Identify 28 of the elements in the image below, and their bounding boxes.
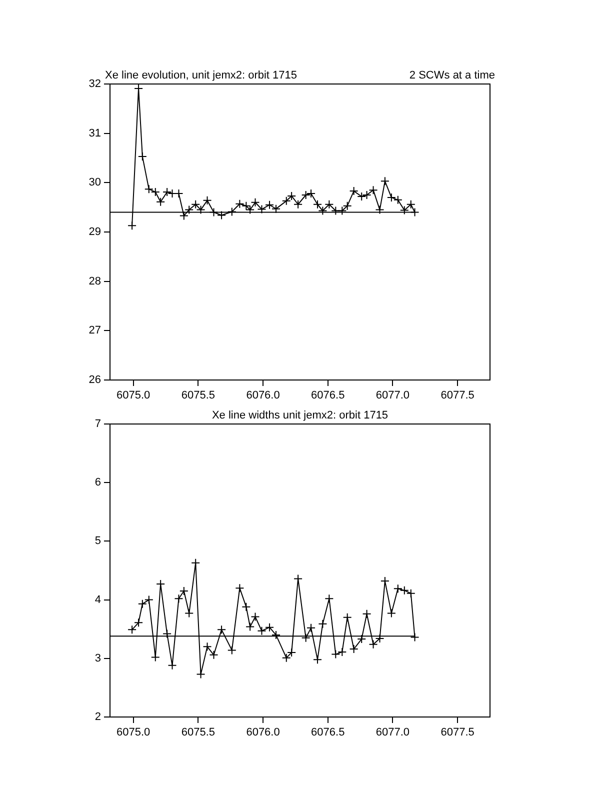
x-tick-label: 6076.5 — [311, 726, 345, 739]
chart-title: Xe line evolution, unit jemx2: orbit 1715 — [105, 70, 298, 82]
y-tick-label: 6 — [94, 476, 101, 489]
x-tick-label: 6075.0 — [116, 726, 150, 739]
x-tick-label: 6076.0 — [246, 726, 280, 739]
x-tick-label: 6076.5 — [311, 390, 345, 402]
y-tick-label: 4 — [94, 594, 101, 606]
y-tick-label: 2 — [94, 711, 101, 724]
y-tick-label: 26 — [88, 374, 101, 386]
y-tick-label: 3 — [94, 652, 101, 664]
x-tick-label: 6075.0 — [116, 390, 150, 402]
y-tick-label: 27 — [88, 324, 101, 337]
y-tick-label: 7 — [94, 418, 101, 430]
y-tick-label: 32 — [88, 78, 101, 90]
x-tick-label: 6077.0 — [376, 726, 410, 739]
y-tick-label: 28 — [88, 275, 101, 288]
y-tick-label: 30 — [88, 176, 101, 189]
y-tick-label: 5 — [94, 535, 101, 548]
y-tick-label: 29 — [88, 226, 101, 238]
x-tick-label: 6076.0 — [246, 390, 280, 402]
chart-subtitle: 2 SCWs at a time — [409, 70, 495, 82]
x-tick-label: 6077.5 — [440, 390, 474, 402]
y-tick-label: 31 — [88, 127, 101, 140]
x-tick-label: 6075.5 — [181, 726, 216, 739]
x-tick-label: 6077.5 — [440, 726, 474, 739]
chart-title: Xe line widths unit jemx2: orbit 1715 — [212, 410, 388, 422]
x-tick-label: 6077.0 — [376, 390, 410, 402]
x-tick-label: 6075.5 — [181, 390, 216, 402]
